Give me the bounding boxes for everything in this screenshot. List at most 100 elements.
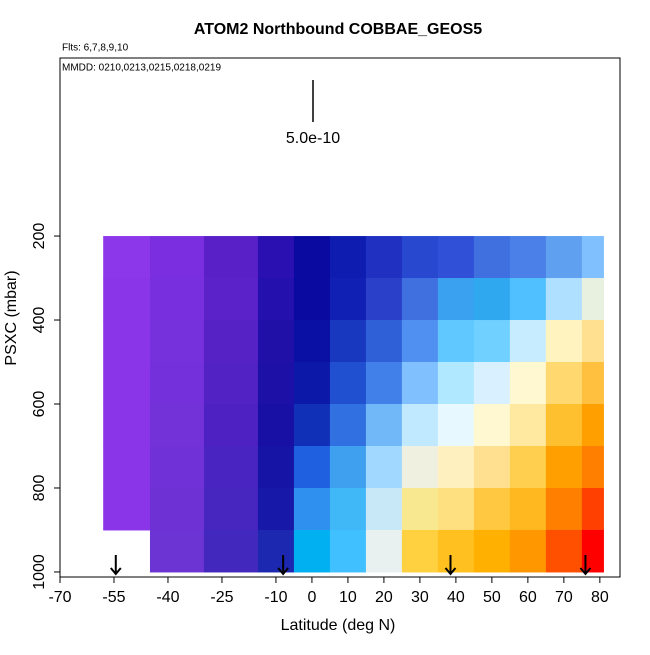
curtain-cell [437, 320, 475, 363]
curtain-cell [103, 278, 151, 321]
curtain-cell [437, 278, 475, 321]
curtain-cell [581, 278, 604, 321]
curtain-cell [293, 529, 331, 573]
curtain-cell [203, 278, 259, 321]
scale-label: 5.0e-10 [286, 130, 340, 147]
curtain-cell [473, 362, 511, 405]
curtain-cell [401, 404, 439, 447]
x-tick-label: 70 [555, 589, 573, 606]
curtain-cell [293, 236, 331, 279]
arrow [579, 555, 592, 576]
curtain-cell [329, 278, 367, 321]
curtain-cell [329, 236, 367, 279]
x-tick-label: -40 [156, 589, 179, 606]
curtain-cell [545, 445, 583, 489]
curtain-cell [509, 404, 547, 447]
annotation: MMDD: 0210,0213,0215,0218,0219 [62, 63, 221, 74]
arrow [277, 555, 289, 576]
curtain-cell [103, 487, 151, 531]
curtain-cell [257, 404, 295, 447]
curtain-cell [257, 236, 295, 279]
x-tick-label: 60 [519, 589, 537, 606]
curtain-cell [509, 278, 547, 321]
curtain-cell [473, 236, 511, 279]
x-tick-label: 50 [483, 589, 501, 606]
curtain-cell [149, 320, 205, 363]
x-tick-label: 40 [447, 589, 465, 606]
curtain-cell [365, 320, 403, 363]
curtain-cell [257, 278, 295, 321]
y-tick-label: 800 [31, 475, 48, 502]
x-tick-label: -55 [102, 589, 125, 606]
curtain-cell [473, 278, 511, 321]
curtain-cell [329, 529, 367, 573]
curtain-cell [545, 278, 583, 321]
x-tick-label: 30 [411, 589, 429, 606]
curtain-cell [329, 487, 367, 531]
curtain-cell [581, 320, 604, 363]
curtain-cell [365, 362, 403, 405]
curtain-cell [203, 320, 259, 363]
x-tick-label: -25 [210, 589, 233, 606]
curtain-cell [509, 445, 547, 489]
curtain-cell [401, 236, 439, 279]
curtain-cell [103, 236, 151, 279]
curtain-cell [365, 529, 403, 573]
x-tick-label: -10 [264, 589, 287, 606]
curtain-cell [545, 404, 583, 447]
curtain-cell [509, 529, 547, 573]
curtain-cell [401, 487, 439, 531]
curtain-cell [473, 529, 511, 573]
curtain-cell [365, 445, 403, 489]
curtain-cell [103, 362, 151, 405]
curtain-cell [509, 236, 547, 279]
curtain-cell [401, 320, 439, 363]
curtain-cell [545, 362, 583, 405]
arrow [444, 555, 457, 576]
y-tick-label: 200 [31, 223, 48, 250]
curtain-cell [257, 445, 295, 489]
curtain-cell [545, 320, 583, 363]
x-tick-label: 10 [339, 589, 357, 606]
curtain-cell [329, 320, 367, 363]
curtain-cell [329, 445, 367, 489]
curtain-cell [437, 236, 475, 279]
curtain-cell [257, 362, 295, 405]
curtain-cell [293, 362, 331, 405]
y-tick-label: 400 [31, 307, 48, 334]
curtain-cell [329, 362, 367, 405]
curtain-cell [581, 529, 604, 573]
curtain-cell [203, 236, 259, 279]
subtitle: Flts: 6,7,8,9,10 [62, 43, 129, 54]
curtain-cell [149, 362, 205, 405]
curtain-cell [473, 487, 511, 531]
curtain-cell [149, 529, 205, 573]
curtain-cell [437, 487, 475, 531]
curtain-cell [149, 487, 205, 531]
curtain-cell [545, 487, 583, 531]
plot-frame [59, 57, 621, 578]
curtain-cell [509, 320, 547, 363]
curtain-cell [203, 529, 259, 573]
curtain-cell [365, 487, 403, 531]
curtain-cell [203, 362, 259, 405]
curtain-cell [365, 278, 403, 321]
curtain-cell [401, 278, 439, 321]
x-tick-label: 80 [591, 589, 609, 606]
curtain-cell [437, 445, 475, 489]
curtain-cell [437, 362, 475, 405]
chart-title: ATOM2 Northbound COBBAE_GEOS5 [194, 21, 482, 38]
curtain-cell [257, 320, 295, 363]
curtain-cell [365, 404, 403, 447]
curtain-cell [149, 445, 205, 489]
y-tick-label: 1000 [31, 554, 48, 590]
curtain-cell [103, 320, 151, 363]
curtain-cell [401, 362, 439, 405]
curtain-cell [581, 404, 604, 447]
curtain-cell [203, 487, 259, 531]
curtain-cell [581, 445, 604, 489]
curtain-cell [473, 320, 511, 363]
curtain-cell [545, 236, 583, 279]
curtain-cell [401, 445, 439, 489]
